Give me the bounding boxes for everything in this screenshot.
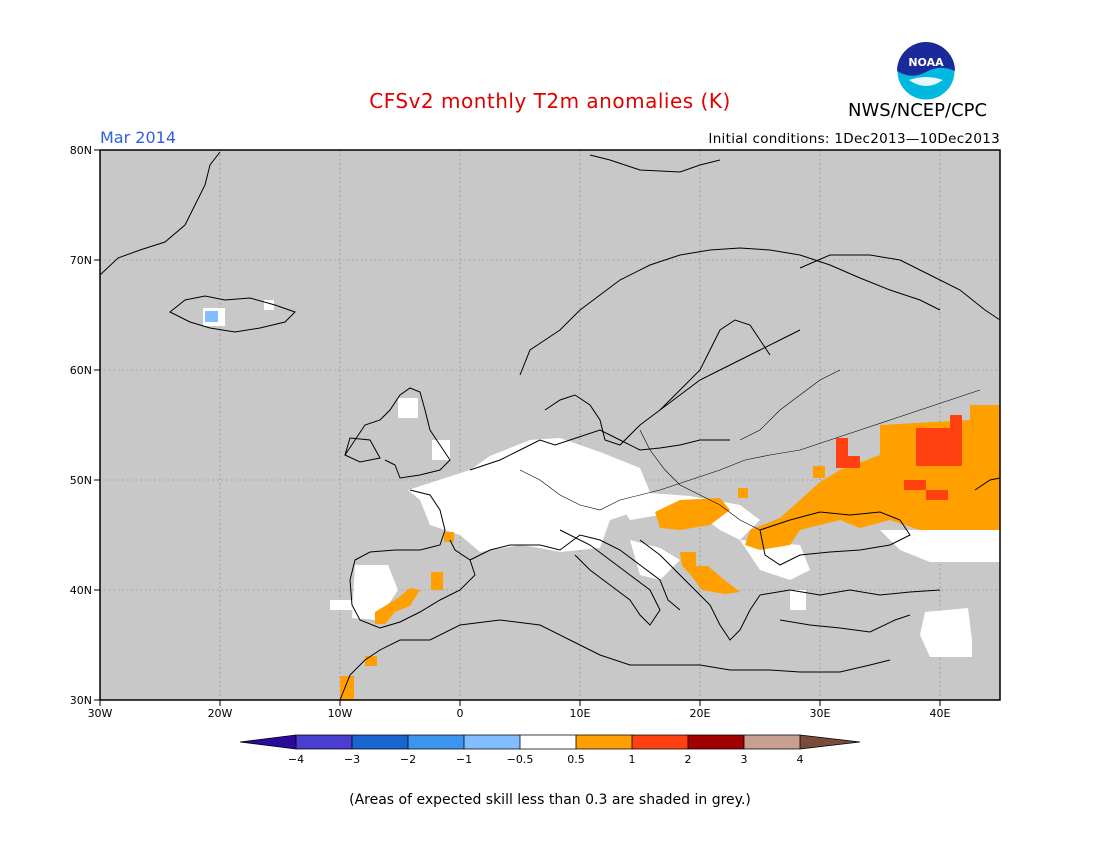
lon-label: 10W	[328, 707, 353, 720]
footnote: (Areas of expected skill less than 0.3 a…	[349, 792, 751, 808]
map-frame	[99, 149, 1001, 701]
lat-label: 50N	[70, 474, 92, 487]
lon-label: 0	[457, 707, 464, 720]
colorbar-cell	[296, 735, 352, 749]
colorbar-cell	[240, 735, 296, 749]
colorbar-label: 2	[685, 753, 692, 766]
colorbar-cell	[576, 735, 632, 749]
colorbar-cell	[520, 735, 576, 749]
lon-label: 10E	[570, 707, 591, 720]
colorbar-cell	[632, 735, 688, 749]
lat-label: 60N	[70, 364, 92, 377]
cold-anomaly-cell	[205, 311, 218, 322]
colorbar-label: −3	[344, 753, 360, 766]
colorbar-label: −0.5	[507, 753, 534, 766]
latitude-ticks: 30N 40N 50N 60N 70N 80N	[70, 144, 100, 707]
colorbar-label: −2	[400, 753, 416, 766]
longitude-ticks: 30W 20W 10W 0 10E 20E 30E 40E	[88, 700, 951, 720]
colorbar: −4 −3 −2 −1 −0.5 0.5 1 2 3 4	[239, 734, 861, 766]
map-background	[100, 150, 1000, 700]
colorbar-cell	[464, 735, 520, 749]
colorbar-label: 3	[741, 753, 748, 766]
chart-title: CFSv2 monthly T2m anomalies (K)	[369, 89, 731, 113]
lon-label: 30E	[810, 707, 831, 720]
lon-label: 30W	[88, 707, 113, 720]
forecast-month: Mar 2014	[100, 128, 176, 147]
lat-label: 30N	[70, 694, 92, 707]
initial-conditions: Initial conditions: 1Dec2013—10Dec2013	[708, 131, 1000, 147]
logo-text: NOAA	[908, 56, 944, 69]
anomaly-fields	[203, 300, 1000, 700]
colorbar-label: −4	[288, 753, 304, 766]
agency-label: NWS/NCEP/CPC	[848, 100, 988, 121]
colorbar-cell	[352, 735, 408, 749]
lon-label: 20E	[690, 707, 711, 720]
coastlines	[99, 151, 1001, 701]
strong-warm-anomaly-areas	[836, 415, 962, 500]
lon-label: 40E	[930, 707, 951, 720]
noaa-logo: NOAA	[896, 41, 956, 101]
colorbar-label: −1	[456, 753, 472, 766]
colorbar-label: 0.5	[567, 753, 585, 766]
colorbar-cell	[800, 735, 860, 749]
colorbar-cell	[408, 735, 464, 749]
colorbar-label: 4	[797, 753, 804, 766]
lat-label: 80N	[70, 144, 92, 157]
colorbar-cell	[744, 735, 800, 749]
colorbar-cell	[688, 735, 744, 749]
colorbar-label: 1	[629, 753, 636, 766]
lon-label: 20W	[208, 707, 233, 720]
lat-label: 70N	[70, 254, 92, 267]
lat-label: 40N	[70, 584, 92, 597]
